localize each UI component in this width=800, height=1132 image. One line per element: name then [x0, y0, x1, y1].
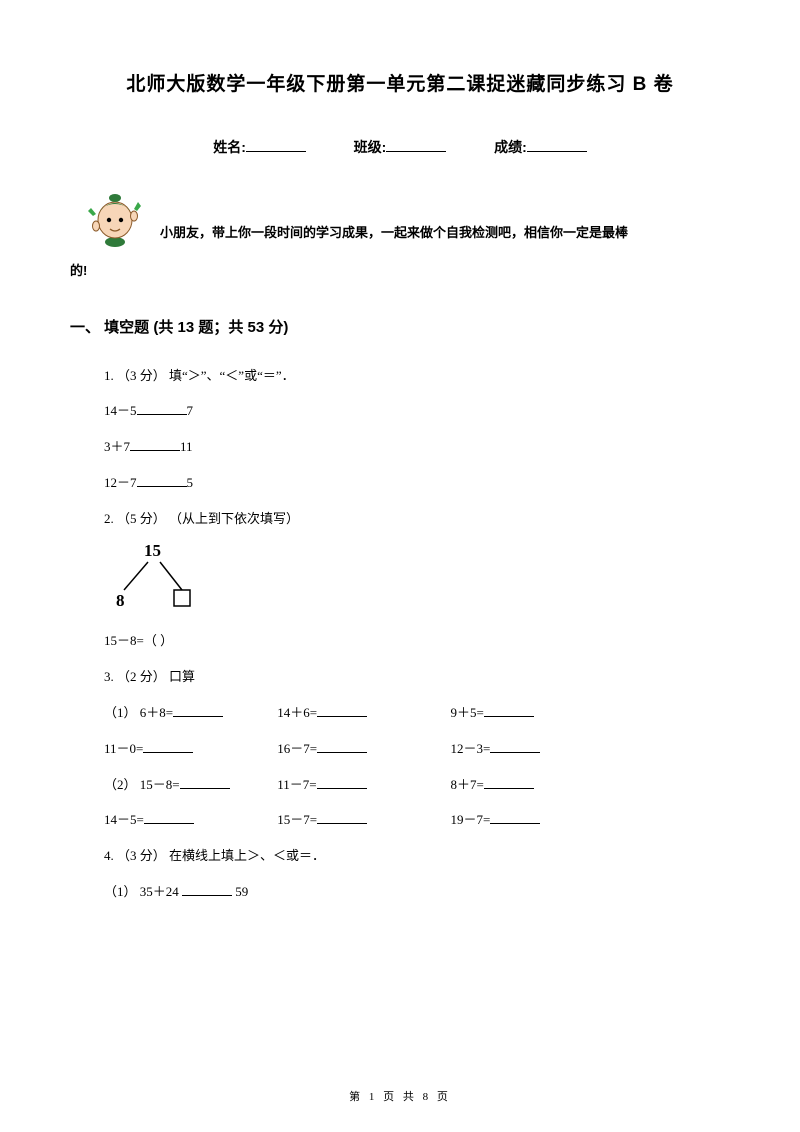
q1-prompt: 1. （3 分） 填“＞”、“＜”或“＝”． — [104, 359, 730, 393]
page-footer: 第 1 页 共 8 页 — [0, 1083, 800, 1112]
q3-r3a-blank[interactable] — [180, 777, 230, 789]
q3-row1: （1） 6＋8= 14＋6= 9＋5= — [104, 696, 730, 730]
score-blank[interactable] — [527, 138, 587, 152]
q3-r2a-blank[interactable] — [143, 741, 193, 753]
section-1-heading: 一、 填空题 (共 13 题；共 53 分) — [70, 308, 730, 347]
q1-b-blank[interactable] — [130, 439, 180, 451]
q3-r1c-blank[interactable] — [484, 705, 534, 717]
class-label: 班级: — [354, 139, 387, 155]
q3-prompt: 3. （2 分） 口算 — [104, 660, 730, 694]
q3-row4: 14－5= 15－7= 19－7= — [104, 803, 730, 837]
q4-prompt: 4. （3 分） 在横线上填上＞、＜或＝． — [104, 839, 730, 873]
score-label: 成绩: — [494, 139, 527, 155]
q3-r4a-blank[interactable] — [144, 812, 194, 824]
q3-r3b-blank[interactable] — [317, 777, 367, 789]
q3-row3: （2） 15－8= 11－7= 8＋7= — [104, 768, 730, 802]
intro-text-1: 小朋友，带上你一段时间的学习成果，一起来做个自我检测吧，相信你一定是最棒 — [160, 216, 730, 250]
q3-row2: 11－0= 16－7= 12－3= — [104, 732, 730, 766]
q3-r2c-blank[interactable] — [490, 741, 540, 753]
q3-r1a-blank[interactable] — [173, 705, 223, 717]
q1-b: 3＋711 — [104, 430, 730, 464]
student-info-line: 姓名: 班级: 成绩: — [70, 129, 730, 165]
q3-r1b-blank[interactable] — [317, 705, 367, 717]
q2-expr: 15－8=（ ） — [104, 624, 730, 658]
q1-c: 12－75 — [104, 466, 730, 500]
q1-c-blank[interactable] — [137, 475, 187, 487]
q4-a-blank[interactable] — [182, 884, 232, 896]
q3-r2b-blank[interactable] — [317, 741, 367, 753]
page-title: 北师大版数学一年级下册第一单元第二课捉迷藏同步练习 B 卷 — [70, 60, 730, 109]
class-blank[interactable] — [386, 138, 446, 152]
diagram-left: 8 — [116, 591, 125, 610]
q3-r4c-blank[interactable] — [490, 812, 540, 824]
diagram-box[interactable] — [174, 590, 190, 606]
name-label: 姓名: — [213, 139, 246, 155]
intro-text-2: 的! — [70, 254, 730, 288]
q3-r4b-blank[interactable] — [317, 812, 367, 824]
diagram-top: 15 — [144, 541, 161, 560]
q4-a: （1） 35＋24 59 — [104, 875, 730, 909]
q2-diagram: 15 8 — [104, 540, 730, 623]
intro-row: 小朋友，带上你一段时间的学习成果，一起来做个自我检测吧，相信你一定是最棒 — [70, 184, 730, 250]
mascot-icon — [70, 184, 160, 250]
q3-r3c-blank[interactable] — [484, 777, 534, 789]
q1-a-blank[interactable] — [137, 403, 187, 415]
q1-a: 14－57 — [104, 394, 730, 428]
name-blank[interactable] — [246, 138, 306, 152]
q2-prompt: 2. （5 分） （从上到下依次填写） — [104, 502, 730, 536]
